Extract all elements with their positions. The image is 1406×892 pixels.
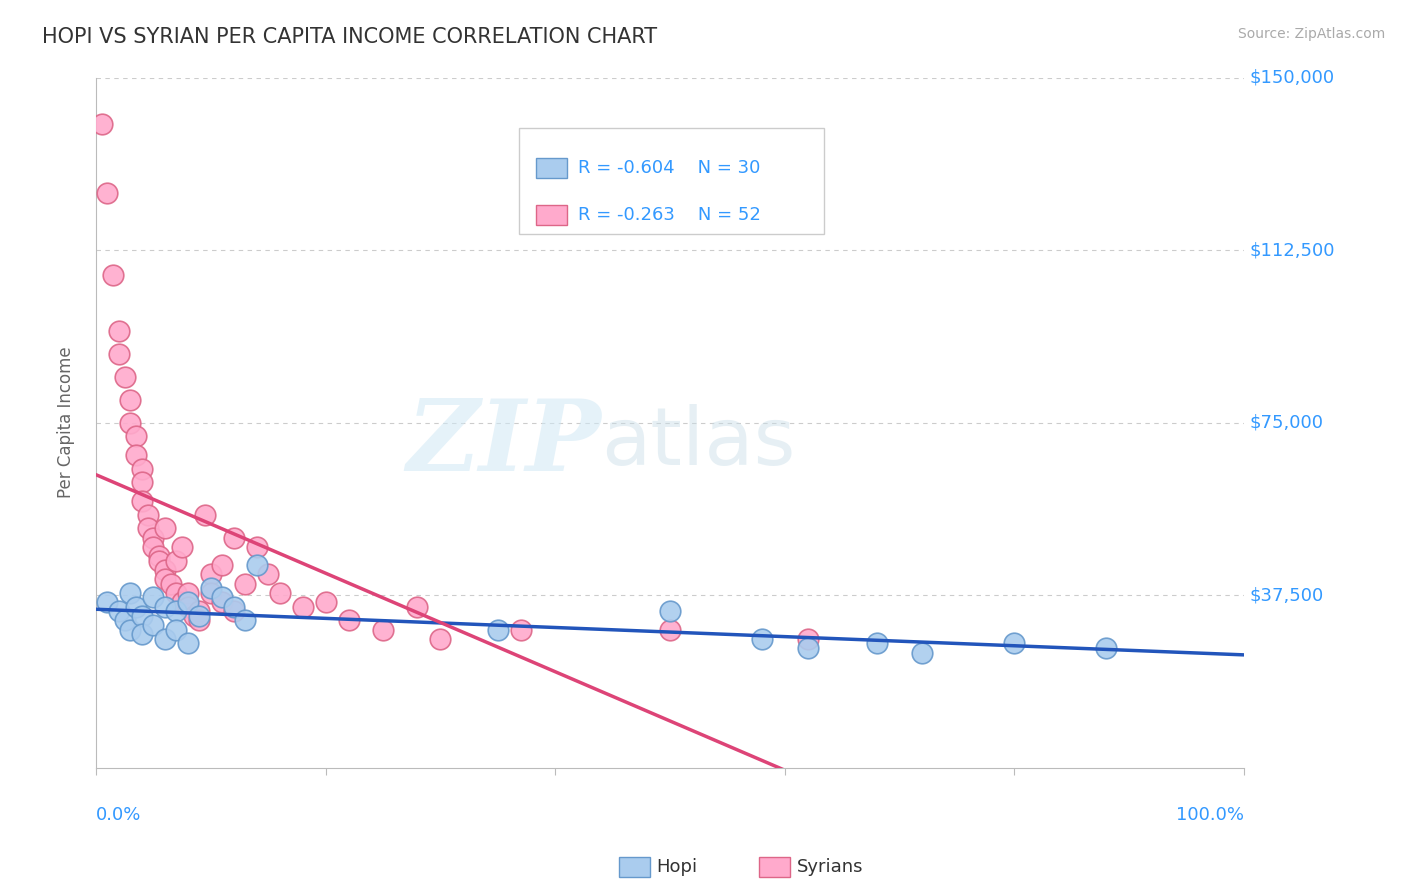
Point xyxy=(120,392,142,407)
Y-axis label: Per Capita Income: Per Capita Income xyxy=(58,347,75,499)
Point xyxy=(177,599,200,614)
Point xyxy=(291,599,314,614)
Point xyxy=(136,521,159,535)
Point xyxy=(108,346,131,360)
Point xyxy=(120,623,142,637)
Point xyxy=(865,636,887,650)
Point xyxy=(142,591,165,605)
Point xyxy=(211,558,233,573)
Point xyxy=(131,493,153,508)
Text: 0.0%: 0.0% xyxy=(96,805,142,823)
Point xyxy=(165,623,187,637)
Point xyxy=(257,567,280,582)
Point xyxy=(751,632,773,646)
Text: $75,000: $75,000 xyxy=(1250,414,1323,432)
Point xyxy=(114,369,136,384)
Point xyxy=(131,475,153,490)
Point xyxy=(148,554,170,568)
Point xyxy=(142,531,165,545)
Point xyxy=(165,554,187,568)
Text: 100.0%: 100.0% xyxy=(1175,805,1244,823)
Text: Source: ZipAtlas.com: Source: ZipAtlas.com xyxy=(1237,27,1385,41)
Text: R = -0.604    N = 30: R = -0.604 N = 30 xyxy=(578,159,761,178)
Point xyxy=(194,508,217,522)
Point xyxy=(165,586,187,600)
Point xyxy=(131,608,153,623)
Point xyxy=(165,604,187,618)
Point xyxy=(153,563,176,577)
Point xyxy=(142,618,165,632)
Point xyxy=(120,416,142,430)
Point xyxy=(796,632,818,646)
Point xyxy=(131,461,153,475)
Point xyxy=(188,614,211,628)
Point xyxy=(1002,636,1025,650)
Point xyxy=(1095,641,1118,656)
Text: $112,500: $112,500 xyxy=(1250,241,1336,259)
Point xyxy=(406,599,429,614)
Point xyxy=(177,636,200,650)
Point xyxy=(125,599,148,614)
Text: $150,000: $150,000 xyxy=(1250,69,1334,87)
Point xyxy=(153,521,176,535)
Point xyxy=(371,623,394,637)
Point xyxy=(90,116,112,130)
Point xyxy=(159,576,181,591)
Text: R = -0.263    N = 52: R = -0.263 N = 52 xyxy=(578,206,761,224)
Point xyxy=(222,604,245,618)
Text: $37,500: $37,500 xyxy=(1250,586,1324,604)
Point xyxy=(177,586,200,600)
Point xyxy=(246,540,269,554)
Text: Hopi: Hopi xyxy=(657,858,697,876)
Point xyxy=(200,581,222,595)
Point xyxy=(233,576,256,591)
Point xyxy=(131,627,153,641)
Point xyxy=(153,572,176,586)
Point xyxy=(200,567,222,582)
Point xyxy=(269,586,291,600)
Text: HOPI VS SYRIAN PER CAPITA INCOME CORRELATION CHART: HOPI VS SYRIAN PER CAPITA INCOME CORRELA… xyxy=(42,27,657,46)
Point xyxy=(315,595,337,609)
Point xyxy=(153,632,176,646)
Point xyxy=(120,586,142,600)
Point xyxy=(96,595,118,609)
Point xyxy=(222,531,245,545)
Point xyxy=(200,586,222,600)
Point xyxy=(96,186,118,200)
Point xyxy=(509,623,531,637)
Text: Syrians: Syrians xyxy=(797,858,863,876)
Text: atlas: atlas xyxy=(600,404,796,483)
Point xyxy=(658,604,681,618)
Point xyxy=(911,646,934,660)
Point xyxy=(153,599,176,614)
Point xyxy=(658,623,681,637)
Point xyxy=(429,632,451,646)
Text: ZIP: ZIP xyxy=(406,395,600,491)
Point xyxy=(172,595,194,609)
Point xyxy=(486,623,509,637)
Point xyxy=(103,268,125,283)
Point xyxy=(125,429,148,443)
Point xyxy=(222,599,245,614)
Point xyxy=(337,614,360,628)
Point xyxy=(142,540,165,554)
Point xyxy=(233,614,256,628)
Point xyxy=(188,608,211,623)
Point xyxy=(125,448,148,462)
Point xyxy=(108,324,131,338)
Point xyxy=(211,591,233,605)
Point xyxy=(172,540,194,554)
Point xyxy=(136,508,159,522)
Point xyxy=(211,595,233,609)
Point xyxy=(114,614,136,628)
Point xyxy=(148,549,170,563)
Point xyxy=(796,641,818,656)
Point xyxy=(188,604,211,618)
Point xyxy=(246,558,269,573)
Point xyxy=(108,604,131,618)
Point xyxy=(183,608,205,623)
Point xyxy=(177,595,200,609)
